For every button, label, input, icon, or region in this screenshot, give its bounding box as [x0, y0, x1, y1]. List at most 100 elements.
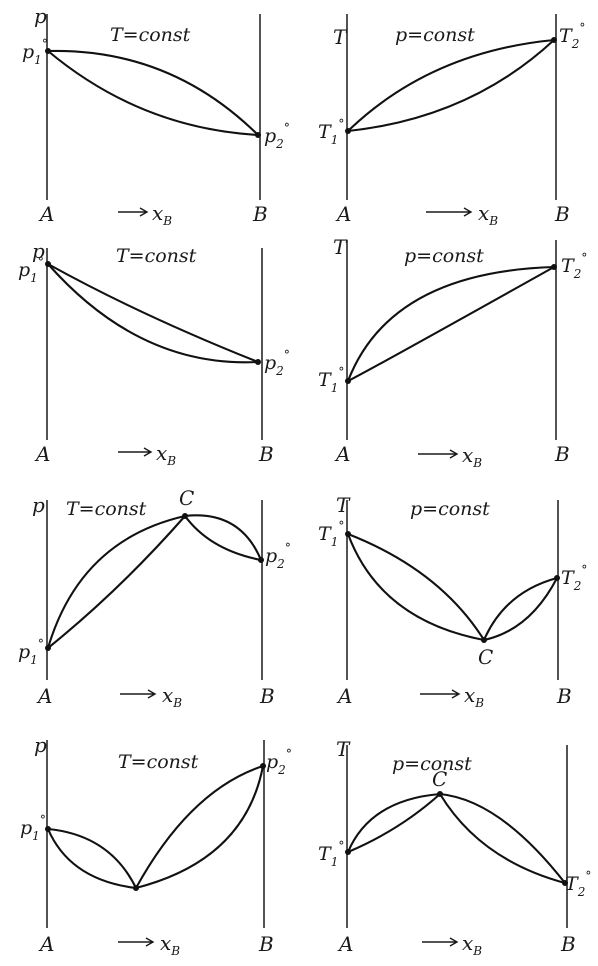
- panel-3-right-endpoint-label: p2°: [264, 348, 290, 378]
- panel-5-left-endpoint-label: p1°: [18, 637, 44, 667]
- panel-8-extremum-label: C: [432, 767, 447, 791]
- panel-2-x-left-label: A: [335, 202, 351, 226]
- panel-8-x-left-label: A: [337, 932, 353, 956]
- panel-5-right-point: [258, 557, 264, 563]
- panel-7-title: T=const: [118, 751, 199, 773]
- panel-4-liquid-curve: [346, 265, 556, 383]
- panel-8-axes: [346, 745, 568, 928]
- panel-2-title: p=const: [395, 24, 475, 46]
- panel-3: T=const p p1° p2° A B xB: [18, 239, 290, 468]
- panel-4-left-endpoint-label: T1°: [318, 365, 344, 395]
- panel-7-right-point: [260, 763, 266, 769]
- panel-7-y-axis-label: p: [34, 733, 47, 757]
- panel-4-right-point: [551, 264, 557, 270]
- panel-8-right-point: [562, 880, 568, 886]
- panel-7-vapor-curve-left: [46, 827, 138, 890]
- panel-8-x-arrow-icon: [422, 937, 459, 947]
- panel-8-liquid-curve-left: [346, 792, 442, 854]
- panel-6-axes: [346, 500, 559, 680]
- panel-2-axes: [346, 14, 557, 200]
- panel-1-x-left-label: A: [38, 202, 54, 226]
- panel-5-y-axis-label: p: [32, 493, 45, 517]
- panel-8-vapor-curve-right: [438, 792, 567, 885]
- panel-1: T=const p p1° p2° A B xB: [22, 4, 290, 228]
- panel-5-x-left-label: A: [36, 684, 52, 708]
- panel-6-x-left-label: A: [336, 684, 352, 708]
- panel-2: p=const T T1° T2° A B xB: [318, 14, 585, 228]
- panel-8: p=const T C T1° T2° A B xB: [318, 737, 591, 958]
- panel-5-x-arrow-icon: [120, 689, 157, 699]
- panel-6: p=const T C T1° T2° A B xB: [318, 493, 587, 710]
- panel-6-y-axis-label: T: [336, 493, 351, 517]
- panel-8-extremum-point: [437, 791, 443, 797]
- panel-7-left-endpoint-label: p1°: [20, 813, 46, 843]
- panel-2-x-arrow-icon: [426, 207, 473, 217]
- panel-5-liquid-curve-right: [183, 514, 263, 562]
- panel-1-title: T=const: [110, 24, 191, 46]
- panel-6-liquid-curve-left: [346, 532, 486, 642]
- panel-5-extremum-point: [182, 513, 188, 519]
- panel-8-x-axis-label: xB: [462, 931, 482, 958]
- panel-8-liquid-curve-right: [438, 792, 567, 885]
- panel-6-vapor-curve-right: [482, 576, 559, 642]
- panel-1-left-endpoint-label: p1°: [22, 37, 48, 67]
- panel-6-left-point: [345, 531, 351, 537]
- panel-3-x-arrow-icon: [118, 447, 153, 457]
- panel-5-vapor-curve-left: [46, 514, 187, 650]
- panel-2-left-endpoint-label: T1°: [318, 117, 344, 147]
- panel-7-vapor-curve-right: [134, 764, 265, 890]
- panel-8-vapor-curve-left: [346, 792, 442, 854]
- panel-3-title: T=const: [116, 245, 197, 267]
- panel-6-right-point: [554, 575, 560, 581]
- panel-1-x-right-label: B: [252, 202, 268, 226]
- panel-7-x-right-label: B: [258, 932, 274, 956]
- panel-5-axes: [46, 500, 263, 680]
- panel-2-vapor-curve: [346, 38, 556, 133]
- panel-5-vapor-curve-right: [183, 514, 263, 562]
- panel-7: T=const p p1° p2° A B xB: [20, 733, 292, 958]
- panel-3-left-point: [45, 261, 51, 267]
- panel-5: T=const p C p1° p2° A B xB: [18, 486, 291, 710]
- panel-2-liquid-curve: [346, 38, 556, 133]
- panel-1-x-axis-label: xB: [152, 201, 172, 228]
- panel-2-right-endpoint-label: T2°: [559, 21, 585, 51]
- panel-1-right-point: [255, 132, 261, 138]
- panel-2-x-right-label: B: [554, 202, 570, 226]
- panel-6-extremum-point: [481, 637, 487, 643]
- panel-7-left-point: [45, 826, 51, 832]
- panel-3-y-axis-label: p: [32, 239, 45, 263]
- panel-5-liquid-curve-left: [46, 514, 187, 650]
- panel-8-x-right-label: B: [560, 932, 576, 956]
- panel-6-x-arrow-icon: [420, 689, 461, 699]
- panel-6-title: p=const: [410, 498, 490, 520]
- panel-1-x-arrow-icon: [118, 207, 149, 217]
- panel-1-y-axis-label: p: [34, 4, 47, 28]
- panel-4-y-axis-label: T: [333, 235, 348, 259]
- panel-5-right-endpoint-label: p2°: [265, 541, 291, 571]
- panel-2-x-axis-label: xB: [478, 201, 498, 228]
- panel-1-axes: [46, 14, 261, 200]
- panel-3-left-endpoint-label: p1°: [18, 255, 44, 285]
- panel-4-x-axis-label: xB: [462, 443, 482, 470]
- panel-7-x-axis-label: xB: [160, 931, 180, 958]
- panel-1-liquid-curve: [46, 49, 260, 137]
- panel-8-title: p=const: [392, 753, 472, 775]
- panel-2-right-point: [551, 37, 557, 43]
- panel-7-axes: [46, 740, 265, 928]
- panel-6-x-axis-label: xB: [464, 683, 484, 710]
- panel-2-left-point: [345, 128, 351, 134]
- panel-3-axes: [46, 248, 263, 440]
- panel-4-x-left-label: A: [334, 442, 350, 466]
- panel-6-liquid-curve-right: [482, 576, 559, 642]
- panel-4-right-endpoint-label: T2°: [561, 251, 587, 281]
- panel-8-right-endpoint-label: T2°: [565, 869, 591, 899]
- panel-5-x-right-label: B: [259, 684, 275, 708]
- panel-4-x-right-label: B: [554, 442, 570, 466]
- panel-6-left-endpoint-label: T1°: [318, 519, 344, 549]
- panel-6-extremum-label: C: [478, 645, 493, 669]
- panel-2-y-axis-label: T: [333, 25, 348, 49]
- panel-4-title: p=const: [404, 245, 484, 267]
- panel-1-right-endpoint-label: p2°: [264, 121, 290, 151]
- panel-5-left-point: [45, 645, 51, 651]
